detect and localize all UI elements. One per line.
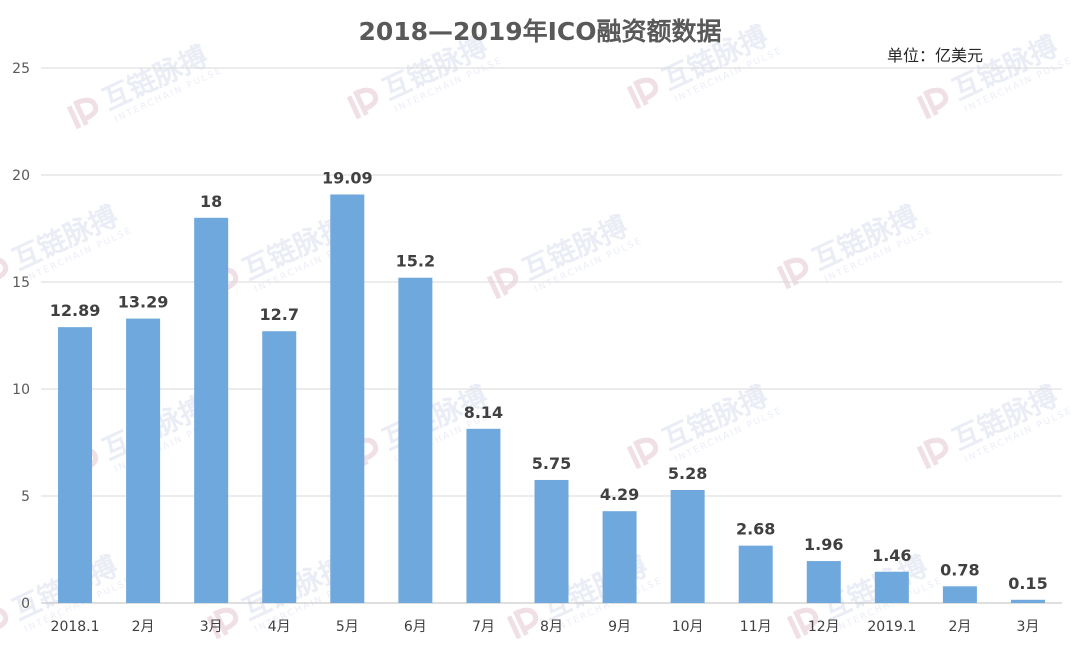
chart-title: 2018—2019年ICO融资额数据 [358, 17, 722, 46]
y-tick-label: 20 [12, 168, 30, 184]
bar [806, 561, 841, 603]
bar [738, 545, 773, 603]
bar [262, 331, 297, 603]
data-label: 0.15 [1008, 574, 1047, 593]
unit-label: 单位：亿美元 [886, 46, 983, 65]
watermark-logo-icon [626, 77, 659, 110]
x-tick-label: 11月 [740, 619, 772, 635]
x-tick-label: 7月 [472, 619, 495, 635]
data-label: 15.2 [396, 252, 435, 271]
data-label: 12.7 [259, 305, 298, 324]
data-label: 2.68 [736, 520, 775, 539]
x-tick-label: 6月 [404, 619, 427, 635]
data-label: 0.78 [940, 560, 979, 579]
x-tick-label: 10月 [672, 619, 704, 635]
data-label: 18 [200, 192, 222, 211]
x-tick-label: 5月 [336, 619, 359, 635]
y-axis-ticks: 0 5 10 15 20 25 [12, 61, 30, 612]
watermark-logo-icon [0, 257, 9, 290]
watermark-logo-icon [916, 87, 949, 120]
watermark-logo-icon [916, 437, 949, 470]
bar [942, 586, 977, 603]
bar [58, 327, 93, 603]
watermark-logo-icon [626, 437, 659, 470]
x-tick-label: 8月 [540, 619, 563, 635]
data-label: 5.75 [532, 454, 571, 473]
x-tick-label: 2月 [948, 619, 971, 635]
x-tick-label: 9月 [608, 619, 631, 635]
watermark-logo-icon [506, 607, 539, 640]
y-tick-label: 0 [21, 596, 30, 612]
bar [398, 277, 433, 603]
bar [194, 217, 229, 604]
bar [874, 571, 909, 603]
data-label: 12.89 [50, 301, 101, 320]
data-label: 13.29 [118, 293, 169, 312]
y-tick-label: 10 [12, 382, 30, 398]
watermark-logo-icon [776, 257, 809, 290]
data-label: 4.29 [600, 485, 639, 504]
watermark-logo-icon [346, 87, 379, 120]
y-tick-label: 25 [12, 61, 30, 77]
data-label: 19.09 [322, 168, 373, 187]
x-tick-label: 4月 [268, 619, 291, 635]
data-label: 5.28 [668, 464, 707, 483]
watermark-logo-icon [486, 267, 519, 300]
watermark-logo-icon [0, 607, 9, 640]
bar [330, 194, 365, 603]
watermark-logo-icon [206, 607, 239, 640]
bar [1010, 599, 1045, 603]
bar [602, 511, 637, 603]
x-tick-label: 3月 [200, 619, 223, 635]
data-label: 1.46 [872, 546, 911, 565]
y-tick-label: 15 [12, 275, 30, 291]
x-axis-ticks: 2018.1 2月 3月 4月 5月 6月 7月 8月 9月 10月 11月 12月 2019.1 2月 3… [51, 619, 1040, 635]
x-tick-label: 12月 [808, 619, 840, 635]
bar [466, 428, 501, 603]
x-tick-label: 2月 [132, 619, 155, 635]
x-tick-label: 2019.1 [867, 619, 916, 635]
data-labels: 12.89 13.29 18 12.7 19.09 15.2 8.14 5.75 4.29 5.2… [50, 168, 1048, 592]
x-tick-label: 2018.1 [51, 619, 100, 635]
bar [126, 318, 161, 603]
bars [58, 194, 1045, 604]
y-tick-label: 5 [21, 489, 30, 505]
x-tick-label: 3月 [1017, 619, 1040, 635]
watermark-logo-icon [786, 607, 819, 640]
bar [670, 490, 705, 603]
bar [534, 479, 569, 603]
watermark-logo-icon [66, 97, 99, 130]
data-label: 8.14 [464, 403, 503, 422]
data-label: 1.96 [804, 535, 843, 554]
